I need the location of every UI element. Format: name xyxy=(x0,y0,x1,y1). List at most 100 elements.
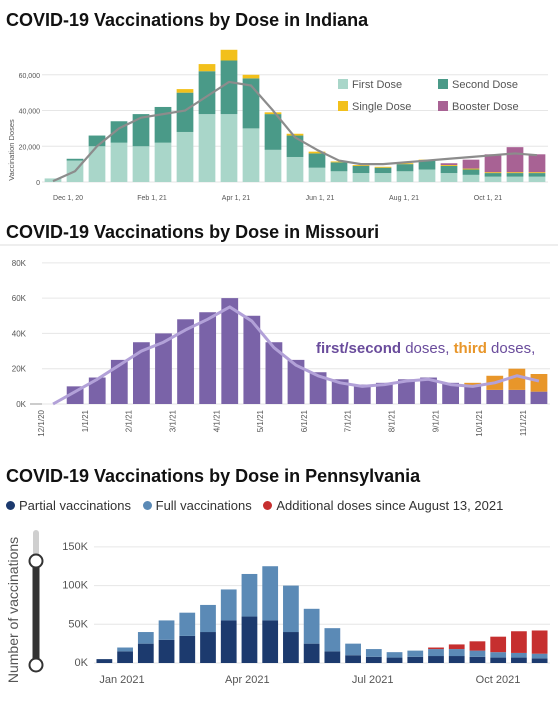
x-tick-label: Jan 2021 xyxy=(99,674,144,686)
bar-full-vaccinations xyxy=(137,632,154,644)
x-tick-label: Apr 1, 21 xyxy=(222,195,251,202)
bar-partial-vaccinations xyxy=(283,632,299,663)
range-slider-bottom-handle[interactable] xyxy=(28,657,44,673)
y-tick-label: 100K xyxy=(62,580,88,592)
bar-second-dose xyxy=(506,173,524,177)
bar-partial-vaccinations xyxy=(407,656,424,663)
bar-first-dose xyxy=(396,171,414,182)
bar-first-dose xyxy=(286,156,304,182)
bar-first-second xyxy=(353,384,371,404)
x-tick-label: 11/1/21 xyxy=(519,409,528,436)
y-tick-label: 50K xyxy=(68,618,88,630)
bar-first-second xyxy=(265,342,283,404)
bar-full-vaccinations xyxy=(283,585,299,633)
bar-second-dose xyxy=(396,164,414,172)
bar-second-dose xyxy=(176,92,194,132)
bar-full-vaccinations xyxy=(158,620,175,640)
bar-partial-vaccinations xyxy=(365,656,382,663)
bar-single-dose xyxy=(330,161,348,163)
legend-additional[interactable]: Additional doses since August 13, 2021 xyxy=(263,498,503,513)
x-tick-label: Apr 2021 xyxy=(225,674,270,686)
bar-first-dose xyxy=(506,176,524,182)
bar-full-vaccinations xyxy=(428,649,444,657)
bar-first-second xyxy=(331,379,349,404)
bar-second-dose xyxy=(286,135,304,157)
legend-label: First Dose xyxy=(352,79,402,91)
x-tick-label: 5/1/21 xyxy=(256,409,265,432)
bar-single-dose xyxy=(264,112,282,115)
bar-second-dose xyxy=(418,160,436,170)
bar-partial-vaccinations xyxy=(386,657,403,663)
bar-first-dose xyxy=(528,176,546,182)
bar-single-dose xyxy=(220,49,238,61)
bar-single-dose xyxy=(440,165,458,166)
bar-additional-doses-since-august-13-2021 xyxy=(428,647,444,650)
bar-partial-vaccinations xyxy=(511,657,527,663)
bar-first-second xyxy=(309,372,327,404)
y-tick-label: 60K xyxy=(12,294,27,303)
bar-full-vaccinations xyxy=(365,649,382,657)
bar-single-dose xyxy=(484,172,502,174)
bar-single-dose xyxy=(396,163,414,165)
y-tick-label: 0 xyxy=(36,180,40,187)
indiana-y-axis-label: Vaccination Doses xyxy=(7,119,16,181)
bar-first-second xyxy=(442,382,460,404)
bar-partial-vaccinations xyxy=(117,651,133,663)
legend-label: Booster Dose xyxy=(452,101,519,113)
bar-additional-doses-since-august-13-2021 xyxy=(469,641,486,651)
bar-second-dose xyxy=(440,165,458,174)
additional-dot-icon xyxy=(263,501,273,510)
full-dot-icon xyxy=(142,501,152,510)
bar-second-dose xyxy=(220,60,238,115)
annotation-third: third xyxy=(454,340,487,357)
bar-additional-doses-since-august-13-2021 xyxy=(490,636,507,653)
bar-additional-doses-since-august-13-2021 xyxy=(531,630,548,654)
bar-first-second xyxy=(199,312,217,404)
bar-first-second xyxy=(221,298,239,404)
pennsylvania-legend: Partial vaccinations Full vaccinations A… xyxy=(6,498,511,513)
y-tick-label: 0K xyxy=(16,400,26,409)
annotation-doses-1: doses, xyxy=(401,340,454,357)
bar-single-dose xyxy=(528,172,546,174)
legend-swatch xyxy=(438,101,448,111)
annotation-doses-2: doses, xyxy=(487,340,535,357)
x-tick-label: Dec 1, 20 xyxy=(53,195,83,202)
bar-additional-doses-since-august-13-2021 xyxy=(448,644,465,650)
bar-first-dose xyxy=(88,146,106,182)
partial-dot-icon xyxy=(6,501,15,510)
legend-swatch xyxy=(338,101,348,111)
bar-full-vaccinations xyxy=(469,650,486,657)
x-tick-label: Jul 2021 xyxy=(352,674,394,686)
legend-partial[interactable]: Partial vaccinations xyxy=(6,498,131,513)
bar-partial-vaccinations xyxy=(490,657,507,663)
bar-partial-vaccinations xyxy=(96,659,113,663)
bar-first-second xyxy=(375,382,393,404)
legend-full[interactable]: Full vaccinations xyxy=(142,498,252,513)
bar-single-dose xyxy=(462,168,480,170)
bar-first-second xyxy=(420,377,437,404)
legend-swatch xyxy=(438,79,448,89)
bar-first-dose xyxy=(484,176,502,182)
bar-third xyxy=(508,368,526,390)
bar-first-dose xyxy=(440,173,458,182)
bar-single-dose xyxy=(176,89,194,93)
bar-second-dose xyxy=(66,158,84,161)
bar-partial-vaccinations xyxy=(448,656,465,663)
x-tick-label: 10/1/21 xyxy=(475,409,484,436)
bar-first-second xyxy=(398,379,415,404)
bar-partial-vaccinations xyxy=(428,656,444,663)
bar-first-dose xyxy=(308,167,326,182)
bar-partial-vaccinations xyxy=(220,620,237,663)
bar-second-dose xyxy=(352,165,370,174)
bar-full-vaccinations xyxy=(262,566,279,621)
x-tick-label: Oct 2021 xyxy=(476,674,521,686)
bar-first-dose xyxy=(198,114,216,182)
bar-first-second xyxy=(287,359,305,404)
bar-partial-vaccinations xyxy=(241,616,258,663)
legend-additional-label: Additional doses since August 13, 2021 xyxy=(276,498,504,513)
pennsylvania-chart: Number of vaccinations 0K 50K 100K 150K Jan … xyxy=(5,530,550,686)
bar-first-dose xyxy=(176,131,194,182)
range-slider-top-handle[interactable] xyxy=(28,553,44,569)
y-tick-label: 40K xyxy=(12,329,27,338)
bar-booster-dose xyxy=(528,154,546,173)
